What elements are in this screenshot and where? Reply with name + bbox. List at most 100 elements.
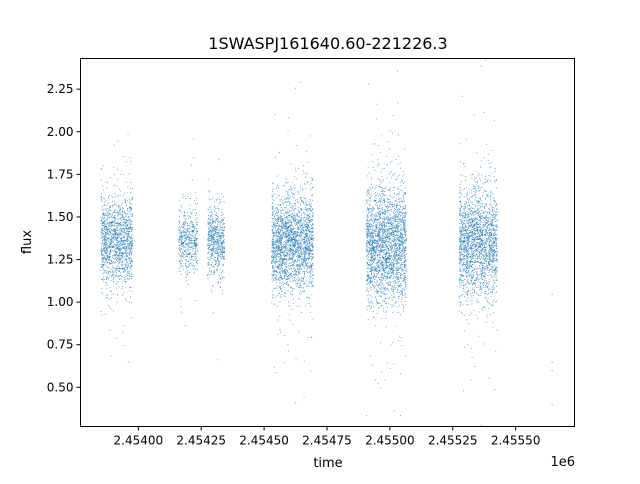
data-point — [303, 239, 304, 240]
data-point — [181, 254, 182, 256]
data-point — [305, 305, 306, 307]
data-point — [131, 227, 133, 229]
data-point — [125, 199, 127, 201]
data-point — [306, 252, 307, 254]
data-point — [285, 212, 287, 214]
data-point — [285, 221, 287, 223]
data-point — [276, 248, 278, 249]
data-point — [131, 265, 133, 267]
data-point — [290, 291, 292, 293]
data-point — [110, 250, 112, 252]
data-point — [278, 231, 280, 233]
data-point — [122, 221, 124, 223]
data-point — [124, 281, 126, 282]
data-point — [186, 243, 188, 245]
data-point — [218, 232, 220, 234]
data-point — [272, 297, 274, 299]
data-point — [105, 258, 107, 260]
data-point — [276, 239, 277, 241]
data-point — [116, 287, 118, 289]
data-point — [210, 219, 211, 220]
data-point — [275, 222, 277, 224]
data-point — [286, 255, 288, 256]
data-point — [128, 198, 130, 200]
data-point — [296, 261, 298, 263]
data-point — [180, 274, 182, 275]
data-point — [107, 231, 109, 233]
data-point — [184, 215, 186, 217]
data-point — [178, 240, 180, 242]
data-point — [283, 254, 285, 256]
data-point — [125, 251, 127, 252]
data-point — [277, 220, 279, 222]
data-point — [119, 238, 121, 240]
data-point — [107, 250, 109, 252]
data-point — [311, 258, 312, 259]
data-point — [273, 235, 275, 236]
data-point — [118, 218, 120, 220]
data-point — [294, 246, 295, 248]
data-point — [128, 252, 130, 253]
data-point — [120, 233, 121, 235]
data-point — [290, 258, 292, 260]
data-point — [282, 226, 284, 228]
data-point — [213, 272, 215, 273]
data-point — [116, 224, 118, 226]
data-point — [287, 237, 289, 239]
data-point — [127, 211, 129, 213]
data-point — [283, 269, 285, 271]
data-point — [197, 230, 198, 232]
data-point — [213, 237, 214, 238]
data-point — [293, 233, 295, 235]
data-point — [179, 255, 181, 256]
data-point — [292, 278, 293, 279]
data-point — [299, 256, 300, 258]
data-point — [112, 229, 114, 230]
data-point — [223, 229, 224, 231]
data-point — [130, 262, 131, 264]
data-point — [288, 255, 290, 257]
data-point — [312, 256, 314, 258]
data-point — [296, 241, 298, 243]
data-point — [310, 237, 312, 239]
data-point — [108, 240, 110, 242]
data-point — [274, 255, 276, 257]
data-point — [276, 246, 278, 248]
data-point — [300, 219, 302, 220]
data-point — [128, 245, 129, 246]
data-point — [284, 282, 286, 284]
data-point — [208, 264, 210, 266]
data-point — [304, 261, 306, 263]
data-point — [298, 252, 300, 254]
data-point — [291, 234, 293, 235]
data-point — [105, 205, 107, 206]
data-point — [191, 247, 193, 249]
data-point — [125, 243, 126, 245]
data-point — [131, 213, 133, 215]
data-point — [219, 256, 221, 258]
data-point — [216, 228, 218, 230]
data-point — [294, 265, 295, 266]
data-point — [213, 265, 215, 267]
data-point — [275, 266, 277, 268]
data-point — [307, 286, 309, 287]
data-point — [120, 208, 122, 210]
data-point — [312, 284, 314, 286]
data-point — [279, 271, 280, 273]
data-point — [109, 245, 111, 247]
data-point — [117, 236, 119, 238]
data-point — [102, 265, 103, 267]
data-point — [182, 245, 184, 247]
data-point — [282, 231, 284, 233]
data-point — [218, 244, 219, 246]
data-point — [288, 215, 289, 216]
data-point — [310, 210, 311, 211]
data-point — [190, 247, 192, 248]
data-point — [398, 297, 399, 299]
data-point — [219, 230, 221, 232]
data-point — [105, 208, 107, 210]
data-point — [222, 230, 224, 231]
data-point — [191, 256, 192, 258]
data-point — [182, 235, 184, 237]
data-point — [110, 241, 112, 243]
